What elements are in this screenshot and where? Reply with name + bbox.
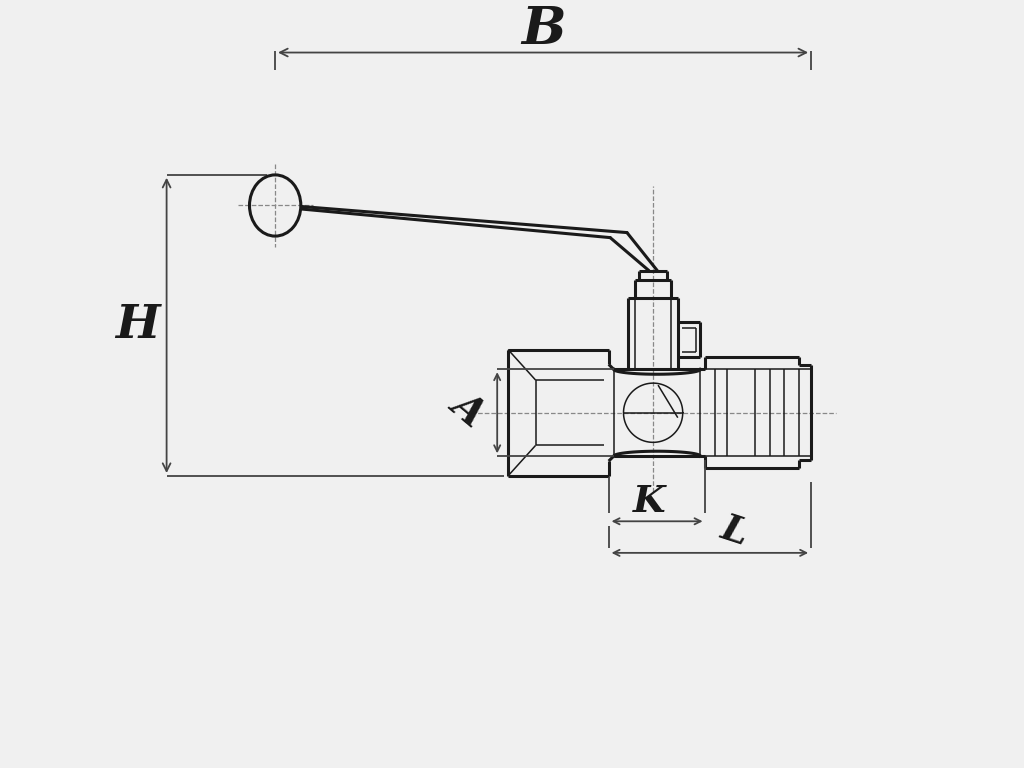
Text: H: H xyxy=(115,303,160,349)
Text: B: B xyxy=(521,5,565,55)
Text: A: A xyxy=(443,383,492,432)
Text: L: L xyxy=(716,509,753,553)
Text: K: K xyxy=(633,483,666,520)
